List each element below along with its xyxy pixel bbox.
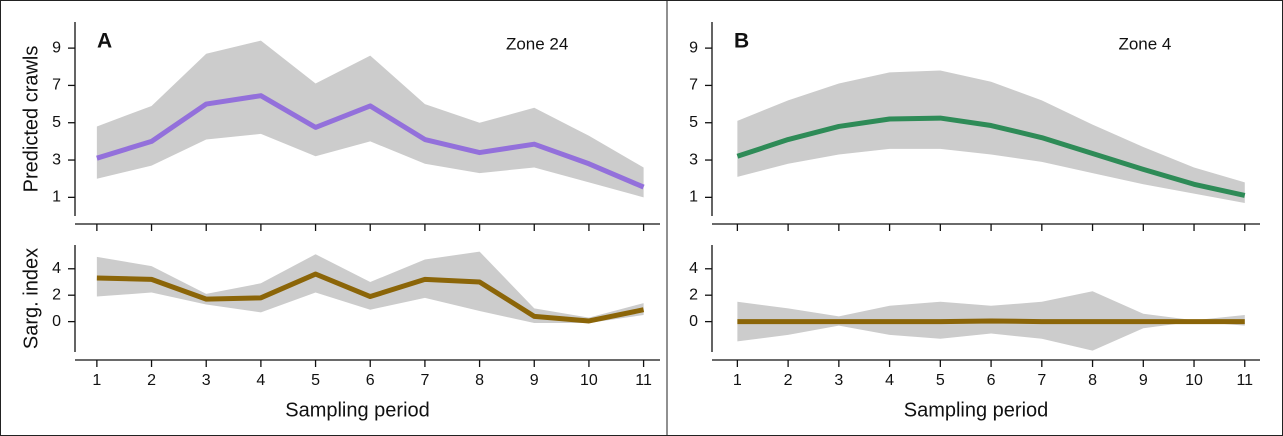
- x-tick-label: 8: [475, 372, 484, 389]
- series-line: [737, 318, 1245, 325]
- y-tick-label: 3: [689, 151, 698, 168]
- x-tick-label: 8: [1088, 372, 1097, 389]
- confidence-band: [96, 251, 644, 323]
- y-tick-label: 5: [689, 114, 698, 131]
- y-tick-label: 2: [52, 286, 61, 303]
- y-tick-label: 4: [689, 260, 698, 277]
- x-tick-label: 1: [733, 372, 742, 389]
- y-tick-label: 7: [52, 77, 61, 94]
- y-axis-label: Predicted crawls: [20, 46, 42, 193]
- y-tick-label: 5: [52, 114, 61, 131]
- y-tick-label: 0: [689, 313, 698, 330]
- x-tick-label: 9: [1139, 372, 1148, 389]
- series-line: [96, 271, 645, 324]
- panel-letter: B: [734, 30, 749, 53]
- x-tick-label: 4: [256, 372, 265, 389]
- x-tick-label: 10: [1185, 372, 1203, 389]
- x-tick-label: 11: [1236, 372, 1253, 389]
- x-tick-label: 1: [92, 372, 101, 389]
- x-tick-label: 5: [311, 372, 320, 389]
- y-tick-label: 9: [52, 39, 61, 56]
- zone-label: Zone 4: [1118, 34, 1171, 53]
- y-tick-label: 3: [52, 151, 61, 168]
- x-tick-label: 9: [530, 372, 539, 389]
- panel-letter: A: [97, 30, 112, 53]
- y-axis-label: Sarg. index: [20, 248, 42, 349]
- x-tick-label: 3: [202, 372, 211, 389]
- x-tick-label: 6: [366, 372, 375, 389]
- x-tick-label: 7: [420, 372, 429, 389]
- x-tick-label: 10: [580, 372, 598, 389]
- x-axis-label: Sampling period: [904, 399, 1049, 421]
- confidence-band: [96, 40, 644, 198]
- zone-label: Zone 24: [506, 34, 568, 53]
- x-tick-label: 3: [834, 372, 843, 389]
- x-tick-label: 7: [1037, 372, 1046, 389]
- y-tick-label: 0: [52, 313, 61, 330]
- x-axis-label: Sampling period: [285, 399, 430, 421]
- series-line: [96, 93, 645, 190]
- x-tick-label: 5: [936, 372, 945, 389]
- x-tick-label: 4: [885, 372, 894, 389]
- x-tick-label: 6: [987, 372, 996, 389]
- y-tick-label: 4: [52, 260, 61, 277]
- series-line: [736, 115, 1246, 198]
- y-tick-label: 1: [689, 189, 698, 206]
- x-tick-label: 2: [784, 372, 793, 389]
- y-tick-label: 2: [689, 286, 698, 303]
- y-tick-label: 7: [689, 77, 698, 94]
- x-tick-label: 11: [635, 372, 652, 389]
- confidence-band: [737, 70, 1245, 203]
- x-tick-label: 2: [147, 372, 156, 389]
- y-tick-label: 1: [52, 189, 61, 206]
- y-tick-label: 9: [689, 39, 698, 56]
